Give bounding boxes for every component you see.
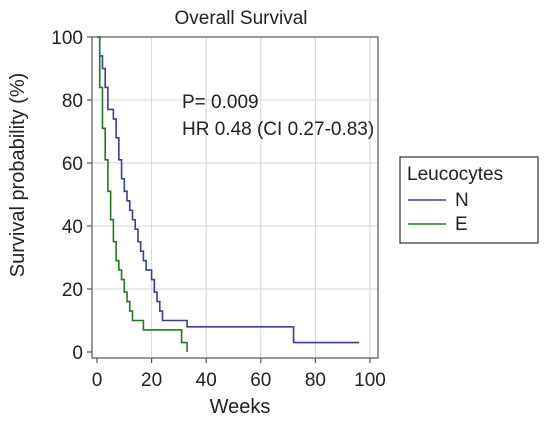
y-tick-label: 20 bbox=[62, 280, 83, 301]
x-tick-label: 20 bbox=[141, 370, 162, 391]
hazard-ratio-annotation: HR 0.48 (CI 0.27-0.83) bbox=[182, 119, 374, 140]
x-tick-label: 80 bbox=[305, 370, 326, 391]
series-line-n bbox=[97, 36, 360, 344]
x-tick-label: 40 bbox=[196, 370, 217, 391]
legend: Leucocytes N E bbox=[399, 156, 539, 244]
p-value-annotation: P= 0.009 bbox=[182, 92, 259, 113]
series-line-e bbox=[97, 36, 188, 352]
y-tick-label: 40 bbox=[62, 217, 83, 238]
y-axis-label: Survival probability (%) bbox=[7, 73, 29, 278]
grid-lines bbox=[92, 37, 378, 358]
x-tick-label: 0 bbox=[92, 370, 103, 391]
legend-entry-n: N bbox=[455, 190, 469, 211]
legend-entry-e: E bbox=[455, 214, 468, 235]
y-tick-label: 60 bbox=[62, 154, 83, 175]
series-lines bbox=[97, 36, 360, 352]
y-tick-label: 80 bbox=[62, 91, 83, 112]
y-tick-label: 0 bbox=[72, 343, 83, 364]
x-axis-label: Weeks bbox=[210, 396, 271, 418]
x-tick-label: 60 bbox=[250, 370, 271, 391]
plot-frame bbox=[91, 36, 379, 359]
chart-title: Overall Survival bbox=[174, 8, 307, 29]
axis-ticks: 0 20 40 60 80 100 0 20 40 60 80 100 bbox=[51, 28, 386, 391]
y-tick-label: 100 bbox=[51, 28, 83, 49]
legend-title: Leucocytes bbox=[407, 164, 503, 185]
x-tick-label: 100 bbox=[354, 370, 386, 391]
